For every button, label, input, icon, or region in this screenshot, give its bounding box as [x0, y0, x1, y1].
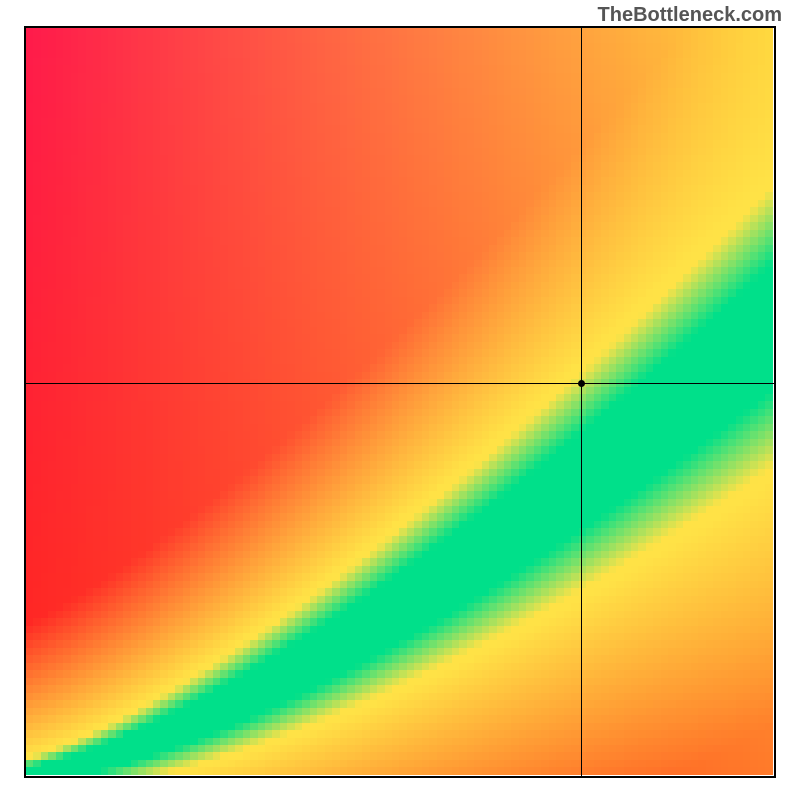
plot-border-bottom — [24, 776, 776, 778]
crosshair-vertical — [581, 28, 582, 776]
watermark-text: TheBottleneck.com — [598, 4, 782, 27]
bottleneck-heatmap — [26, 28, 774, 776]
crosshair-horizontal — [26, 383, 774, 384]
chart-container: TheBottleneck.com — [0, 0, 800, 800]
plot-border-right — [774, 26, 776, 778]
crosshair-marker — [578, 380, 585, 387]
